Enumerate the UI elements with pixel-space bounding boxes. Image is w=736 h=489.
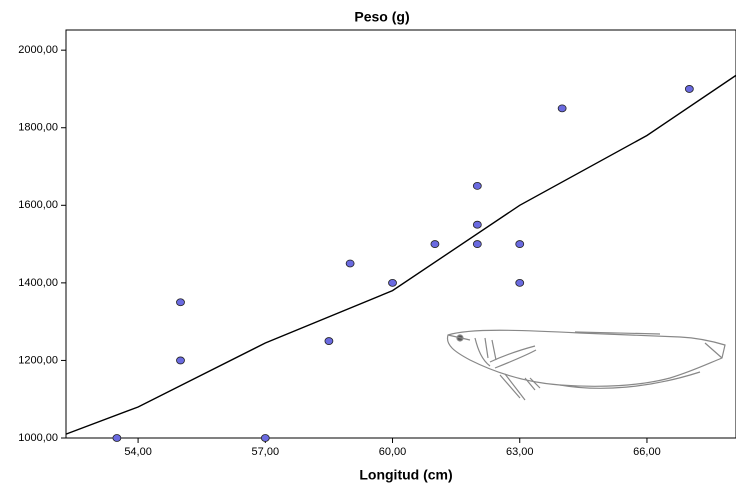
x-tick-label: 57,00	[252, 446, 280, 458]
data-point	[515, 240, 525, 248]
plot-frame	[65, 29, 736, 439]
data-point	[345, 259, 355, 268]
data-point	[515, 278, 525, 287]
x-tick-label: 54,00	[124, 446, 152, 458]
x-tick-label: 60,00	[379, 446, 407, 458]
y-tick-label: 1000,00	[18, 432, 58, 444]
data-point	[112, 434, 122, 442]
data-point	[557, 104, 567, 113]
data-point	[472, 240, 482, 248]
data-point	[324, 337, 334, 345]
data-point	[388, 278, 397, 287]
y-tick-label: 1600,00	[18, 199, 58, 211]
data-point	[260, 434, 270, 442]
data-point	[430, 240, 440, 248]
data-point	[472, 220, 482, 229]
fit-line	[65, 74, 736, 435]
y-tick-label: 1200,00	[18, 354, 58, 366]
x-tick-label: 66,00	[633, 446, 661, 458]
data-point	[472, 182, 482, 190]
data-point	[684, 85, 694, 93]
fish-illustration	[446, 329, 726, 401]
y-tick-label: 1800,00	[18, 122, 58, 134]
x-tick-label: 63,00	[506, 446, 534, 458]
data-point	[176, 356, 185, 365]
y-tick-label: 1400,00	[18, 277, 58, 289]
y-tick-label: 2000,00	[18, 44, 58, 56]
x-axis-label: Longitud (cm)	[359, 467, 452, 483]
data-point	[176, 298, 185, 307]
chart-title: Peso (g)	[354, 9, 409, 25]
